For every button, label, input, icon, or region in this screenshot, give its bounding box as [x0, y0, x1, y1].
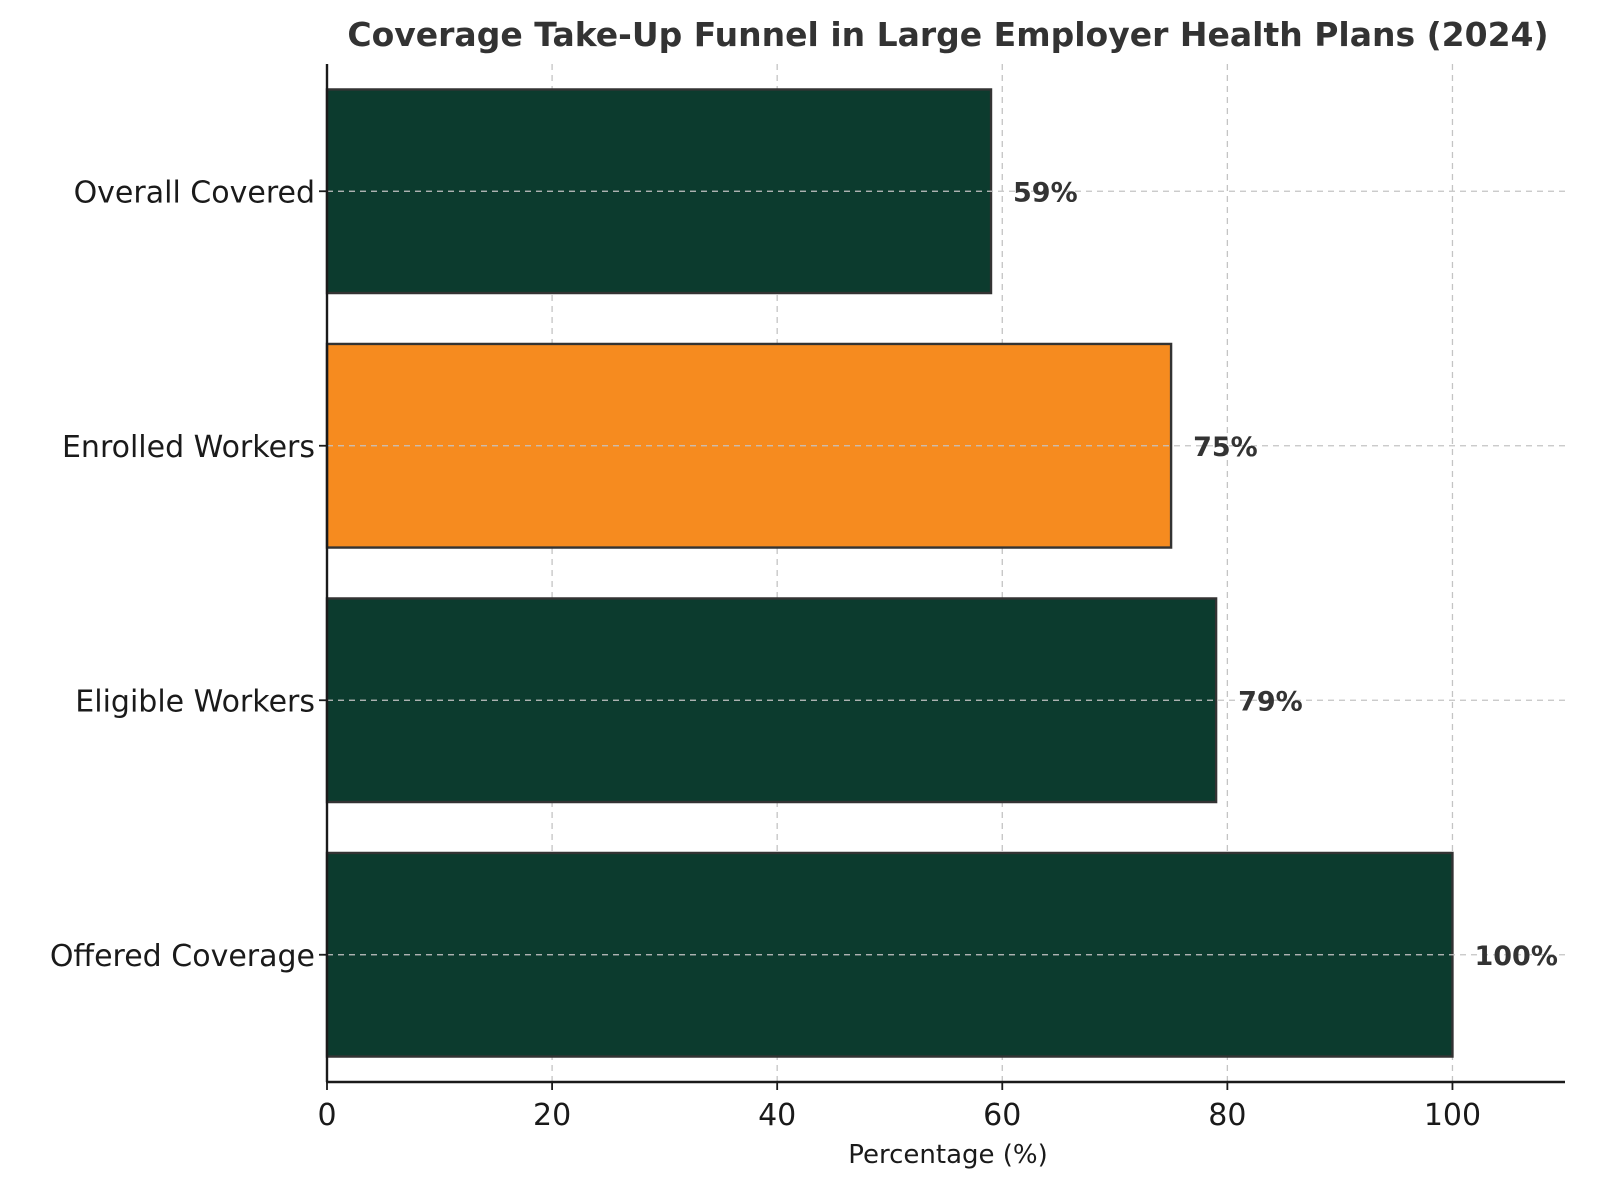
bars-layer [325, 88, 1454, 1058]
x-tick-label: 0 [317, 1098, 336, 1133]
x-tick-label: 80 [1208, 1098, 1246, 1133]
value-label: 79% [1238, 686, 1303, 717]
horizontal-grid-layer [327, 190, 1565, 956]
category-label: Eligible Workers [75, 684, 315, 719]
x-tick-label: 60 [983, 1098, 1021, 1133]
x-tick-label: 40 [758, 1098, 796, 1133]
category-label: Overall Covered [74, 175, 315, 210]
value-label: 100% [1474, 941, 1557, 972]
value-label: 59% [1013, 177, 1078, 208]
x-tick-label: 100 [1424, 1098, 1481, 1133]
value-label: 75% [1193, 432, 1258, 463]
category-label: Offered Coverage [50, 939, 315, 974]
x-tick-label: 20 [533, 1098, 571, 1133]
category-label: Enrolled Workers [62, 430, 315, 465]
labels-layer: 0 20 40 60 80 100 Offered Coverage 100% Eligible… [50, 175, 1558, 1133]
x-axis-label: Percentage (%) [848, 1140, 1048, 1170]
chart-title: Coverage Take-Up Funnel in Large Employe… [347, 15, 1548, 54]
axes-layer [319, 64, 1565, 1090]
